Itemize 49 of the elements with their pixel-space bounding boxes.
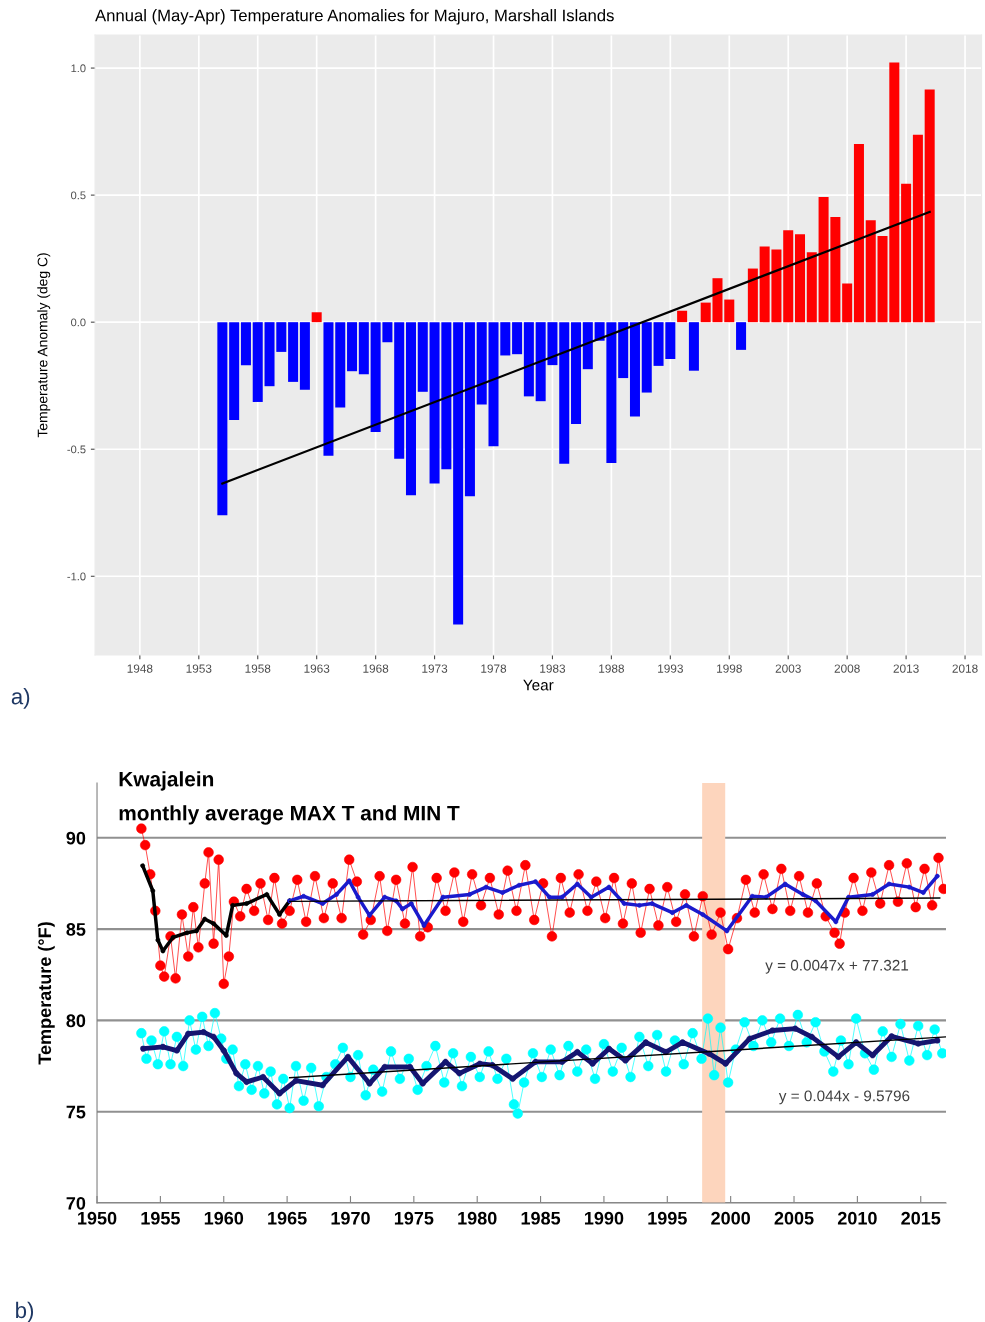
x-tick-label: 2000 bbox=[711, 1211, 750, 1225]
x-tick-label: 1955 bbox=[141, 1211, 180, 1225]
x-tick-label: 1958 bbox=[245, 664, 271, 673]
text: b) bbox=[16, 1301, 34, 1322]
y-tick-label: 85 bbox=[66, 923, 86, 936]
y-axis-title: Temperature (°F) bbox=[37, 922, 55, 1065]
x-tick-label: 1970 bbox=[331, 1211, 370, 1225]
x-tick-label: 1995 bbox=[648, 1211, 687, 1225]
x-axis-title: Year bbox=[523, 679, 554, 691]
y-tick-label: 1.0 bbox=[71, 64, 86, 73]
x-tick-label: 1985 bbox=[521, 1211, 561, 1225]
x-tick-label: 2018 bbox=[952, 664, 978, 673]
x-tick-label: 1998 bbox=[717, 664, 742, 673]
x-tick-label: 2005 bbox=[774, 1211, 814, 1225]
annotation: y = 0.0047x + 77.321 bbox=[765, 959, 909, 974]
x-tick-label: 1973 bbox=[422, 664, 448, 673]
x-tick-label: 1978 bbox=[481, 664, 507, 673]
x-tick-label: 2015 bbox=[901, 1211, 941, 1225]
x-tick-label: 2008 bbox=[834, 664, 860, 673]
x-tick-label: 1948 bbox=[127, 664, 153, 673]
y-tick-label: 80 bbox=[66, 1014, 86, 1028]
x-tick-label: 1953 bbox=[186, 664, 212, 673]
x-tick-label: 1963 bbox=[304, 664, 330, 673]
annotation: y = 0.044x - 9.5796 bbox=[778, 1090, 910, 1105]
chart-title: Annual (May-Apr) Temperature Anomalies for Majuro, Marshall Islands bbox=[95, 9, 614, 25]
x-tick-label: 1980 bbox=[458, 1211, 497, 1225]
y-tick-label: 70 bbox=[66, 1196, 86, 1210]
x-tick-label: 1968 bbox=[363, 664, 389, 673]
text: monthly average MAX T and MIN T bbox=[119, 805, 460, 825]
x-tick-label: 1983 bbox=[540, 664, 566, 673]
x-tick-label: 1950 bbox=[78, 1211, 117, 1225]
y-tick-label: 75 bbox=[66, 1105, 86, 1119]
x-tick-label: 2003 bbox=[775, 664, 801, 673]
y-tick-label: 90 bbox=[66, 831, 86, 845]
y-axis-title: Temperature Anomaly (deg C) bbox=[37, 253, 51, 438]
y-tick-label: 0.5 bbox=[71, 191, 86, 200]
x-tick-label: 1960 bbox=[204, 1211, 244, 1225]
x-tick-label: 2013 bbox=[893, 664, 919, 673]
text: a) bbox=[11, 688, 30, 709]
x-tick-label: 1975 bbox=[394, 1211, 434, 1225]
x-tick-label: 1993 bbox=[658, 664, 683, 673]
chart-title: Kwajalein bbox=[119, 771, 214, 791]
y-tick-label: -1.0 bbox=[67, 572, 86, 581]
y-tick-label: 0.0 bbox=[71, 318, 86, 327]
x-tick-label: 1965 bbox=[268, 1211, 307, 1225]
y-tick-label: -0.5 bbox=[67, 445, 86, 454]
x-tick-label: 2010 bbox=[837, 1211, 877, 1225]
x-tick-label: 1988 bbox=[599, 664, 625, 673]
x-tick-label: 1990 bbox=[584, 1211, 624, 1225]
